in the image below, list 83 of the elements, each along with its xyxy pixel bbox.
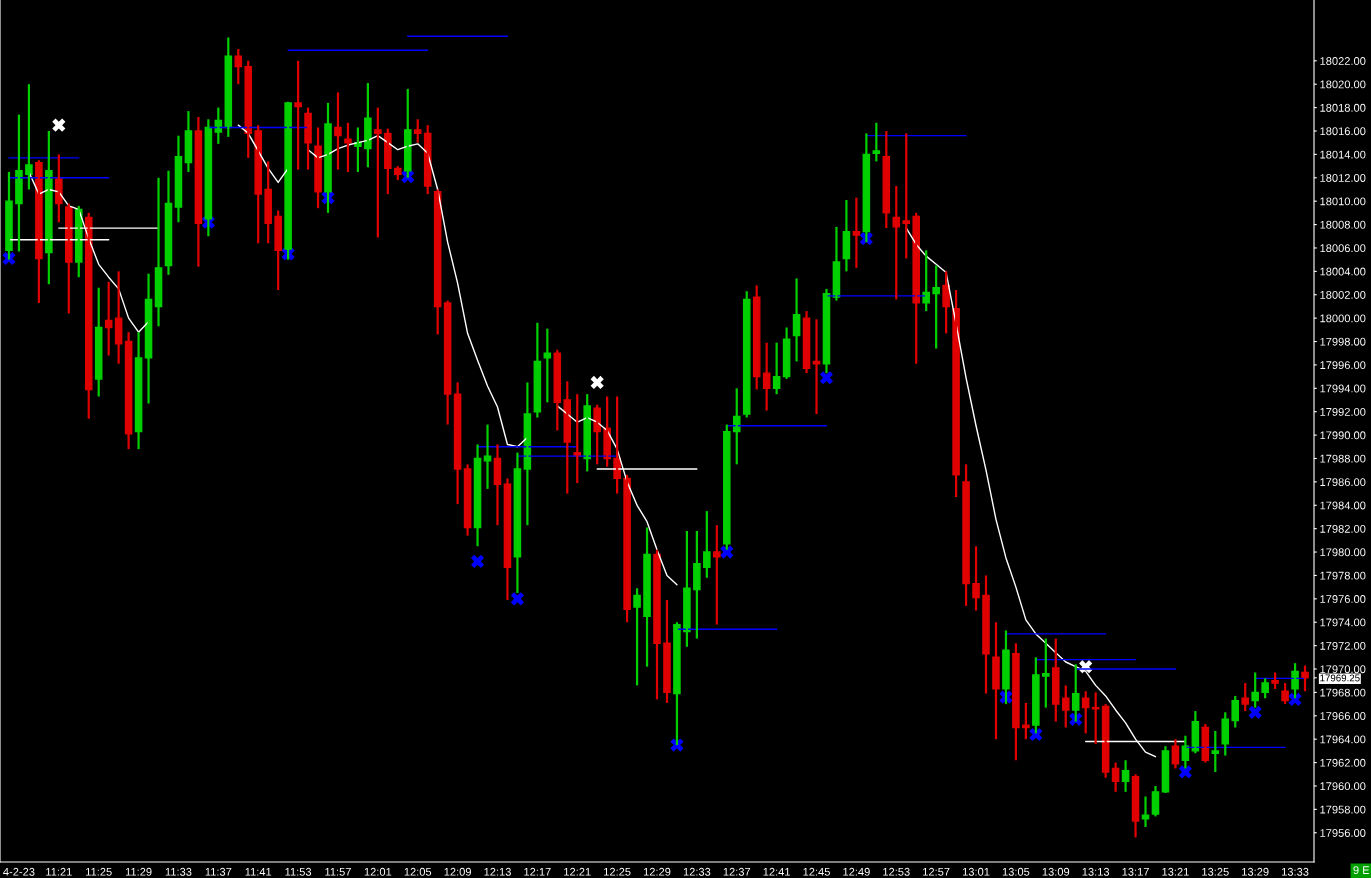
candlestick [1022,701,1030,741]
y-tick-label: 18022.00 [1320,57,1366,65]
x-tick-label: 12:29 [643,867,671,876]
x-tick-label: 13:13 [1082,867,1110,876]
x-tick-label: 13:29 [1242,867,1269,876]
x-tick-label: 12:49 [843,867,870,876]
x-tick-label: 11:53 [285,867,312,876]
y-tick-label: 17986.00 [1320,478,1366,487]
y-tick-label: 17984.00 [1320,501,1366,510]
x-tick-label: 11:21 [46,867,72,876]
y-tick-label: 17982.00 [1320,524,1366,533]
y-tick-label: 18012.00 [1320,174,1366,182]
y-tick-label: 17968.00 [1320,688,1366,697]
x-tick-label: 12:05 [404,867,432,876]
y-tick-label: 17992.00 [1320,407,1366,416]
point [1029,727,1043,742]
x-tick-label: 12:25 [604,867,631,876]
x-tick-label: 11:29 [125,867,152,876]
y-tick-label: 17988.00 [1320,454,1366,463]
point [1248,705,1262,719]
y-tick-label: 17958.00 [1320,805,1366,814]
y-tick-label: 18010.00 [1320,197,1366,206]
y-tick-label: 18020.00 [1320,80,1366,89]
y-tick-label: 17980.00 [1320,548,1366,557]
y-tick-label: 18016.00 [1320,127,1366,136]
x-tick-label: 12:33 [683,867,711,876]
y-tick-label: 17966.00 [1320,712,1366,720]
x-tick-label: 12:01 [364,867,392,876]
point [590,375,604,390]
x-tick-label: 4-2-23 [3,867,35,876]
x-tick-label: 13:17 [1122,867,1149,876]
x-tick-label: 13:05 [1002,867,1030,876]
x-tick-label: 12:17 [524,867,551,876]
y-tick-label: 17972.00 [1320,641,1366,650]
x-tick-label: 12:37 [723,867,751,876]
y-tick-label: 17964.00 [1320,735,1366,744]
x-tick-label: 12:21 [564,867,591,876]
x-tick-label: 13:01 [962,867,990,876]
y-tick-label: 18002.00 [1320,291,1366,299]
y-tick-label: 17990.00 [1320,431,1366,440]
x-tick-label: 11:25 [86,867,112,876]
x-tick-label: 12:13 [484,867,511,876]
text: 9 E [1353,866,1370,875]
y-tick-label: 17962.00 [1320,758,1366,767]
x-tick-label: 13:25 [1202,867,1229,876]
y-tick-label: 18004.00 [1320,267,1366,276]
x-tick-label: 12:45 [803,867,830,876]
x-tick-label: 13:33 [1282,867,1309,876]
y-tick-label: 17960.00 [1320,782,1366,791]
y-tick-label: 17978.00 [1320,571,1366,580]
y-tick-label: 17956.00 [1320,829,1366,837]
y-tick-label: 17994.00 [1320,384,1366,393]
candlestick [1042,637,1050,709]
x-tick-label: 13:09 [1042,867,1070,876]
y-tick-label: 17996.00 [1320,361,1366,370]
point [670,738,684,752]
point [470,554,485,568]
point [819,371,834,385]
y-tick-label: 18008.00 [1320,220,1366,229]
point [52,118,66,132]
y-tick-label: 18006.00 [1320,244,1366,253]
x-tick-label: 12:57 [923,867,950,876]
y-tick-label: 18000.00 [1320,314,1366,323]
y-tick-label: 17976.00 [1320,595,1366,603]
y-tick-label: 17974.00 [1320,618,1366,627]
x-tick-label: 12:09 [444,867,471,876]
x-tick-label: 11:57 [325,867,351,876]
x-tick-label: 12:53 [883,867,910,876]
y-tick-label: 17970.00 [1320,665,1366,674]
y-tick-label: 17998.00 [1320,337,1366,346]
point [1178,765,1192,779]
candlestick [902,132,911,260]
x-tick-label: 12:41 [763,867,790,876]
point [1288,692,1302,707]
x-tick-label: 11:37 [205,867,232,876]
point [720,545,734,559]
x-tick-label: 11:33 [165,867,192,876]
point [510,592,525,606]
x-tick-label: 13:21 [1162,867,1189,876]
y-tick-label: 18014.00 [1320,150,1366,159]
y-tick-label: 18018.00 [1320,103,1366,112]
x-tick-label: 11:41 [245,867,272,876]
y-tick-label: 17969.25 [1320,674,1360,682]
